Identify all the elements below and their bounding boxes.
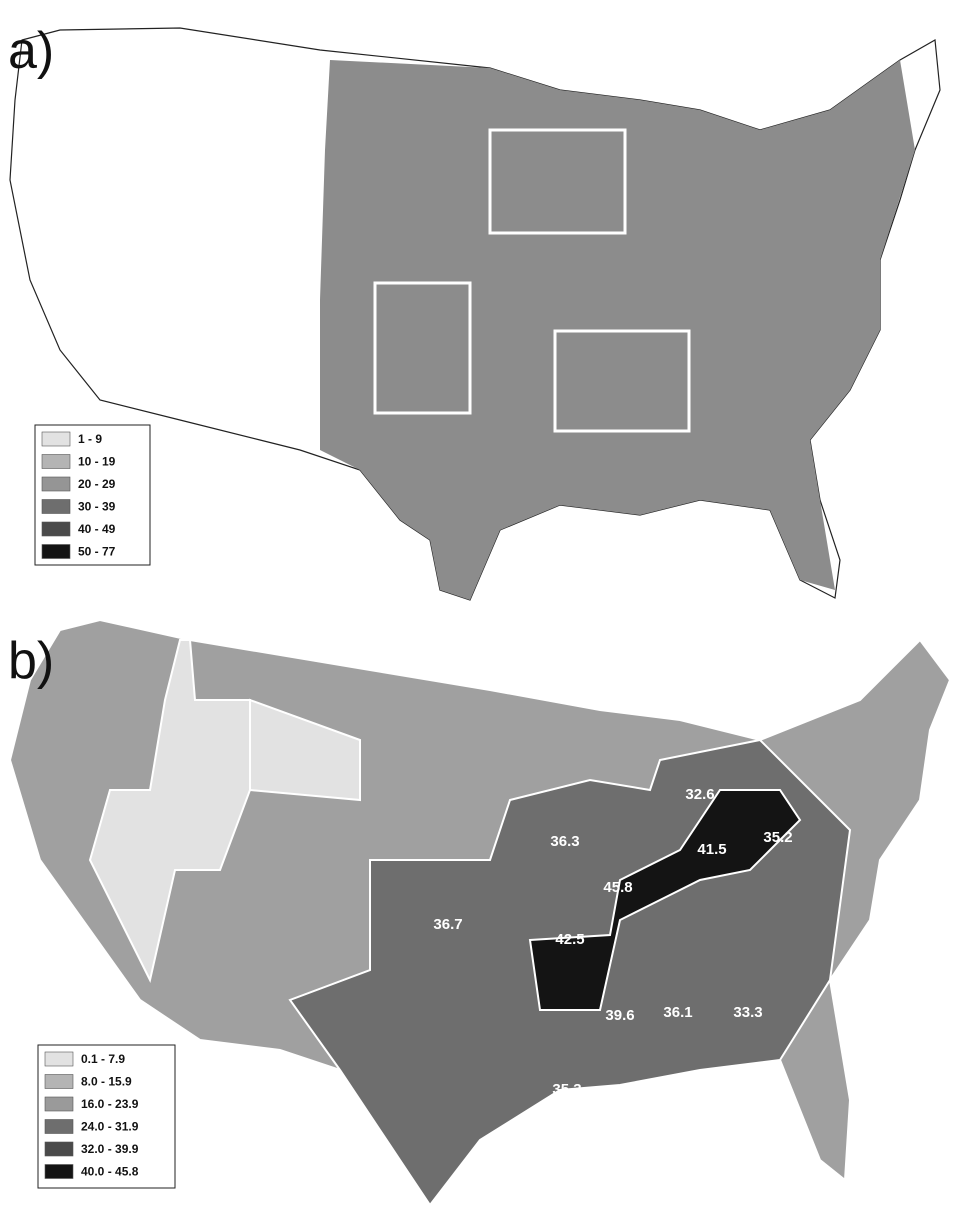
legend-label: 10 - 19	[78, 455, 116, 469]
legend-box	[34, 424, 151, 566]
state-light	[88, 639, 361, 983]
state-value: 36.7	[433, 916, 462, 933]
study-box	[553, 329, 691, 433]
legend-label: 8.0 - 15.9	[81, 1075, 132, 1089]
state-value: 36.1	[663, 1004, 692, 1021]
legend-label: 40 - 49	[78, 522, 116, 536]
map-b: b)	[8, 618, 952, 1207]
legend-swatch	[44, 1119, 74, 1134]
legend-label: 32.0 - 39.9	[81, 1142, 139, 1156]
map-a: a)	[8, 22, 941, 601]
legend-swatch	[44, 1164, 74, 1179]
legend-swatch	[41, 476, 71, 492]
legend-label: 16.0 - 23.9	[81, 1097, 139, 1111]
legend-label: 20 - 29	[78, 477, 116, 491]
state-value: 35.2	[763, 829, 792, 846]
legend-swatch	[44, 1051, 74, 1067]
legend-label: 1 - 9	[78, 432, 102, 446]
legend-swatch	[41, 431, 71, 447]
legend-swatch	[41, 544, 71, 559]
legend-label: 50 - 77	[78, 545, 116, 559]
state-value: 42.5	[555, 931, 584, 948]
legend-box	[37, 1044, 176, 1189]
legend-label: 0.1 - 7.9	[81, 1052, 125, 1066]
legend-label: 40.0 - 45.8	[81, 1165, 139, 1179]
legend-swatch	[44, 1096, 74, 1112]
legend-swatch	[41, 499, 71, 514]
legend-label: 30 - 39	[78, 500, 116, 514]
panel-label: b)	[8, 632, 54, 690]
legend-label: 24.0 - 31.9	[81, 1120, 139, 1134]
panel-label: a)	[8, 22, 54, 80]
study-box	[373, 281, 472, 415]
state-value: 41.5	[697, 841, 726, 858]
legend-swatch	[44, 1141, 74, 1157]
legend-swatch	[44, 1074, 74, 1089]
legend-swatch	[41, 521, 71, 537]
state-value: 36.3	[550, 833, 579, 850]
study-box	[488, 128, 627, 235]
state-dark	[528, 789, 802, 1011]
state-value: 39.6	[605, 1007, 634, 1024]
state-value: 35.3	[552, 1081, 581, 1098]
state-value: 33.3	[733, 1004, 762, 1021]
state-value: 45.8	[603, 879, 632, 896]
state-value: 32.6	[685, 786, 714, 803]
legend-swatch	[41, 454, 71, 469]
